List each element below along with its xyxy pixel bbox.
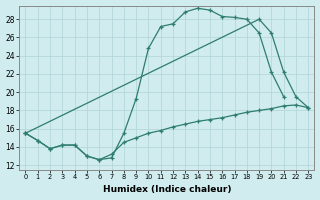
X-axis label: Humidex (Indice chaleur): Humidex (Indice chaleur) — [103, 185, 231, 194]
